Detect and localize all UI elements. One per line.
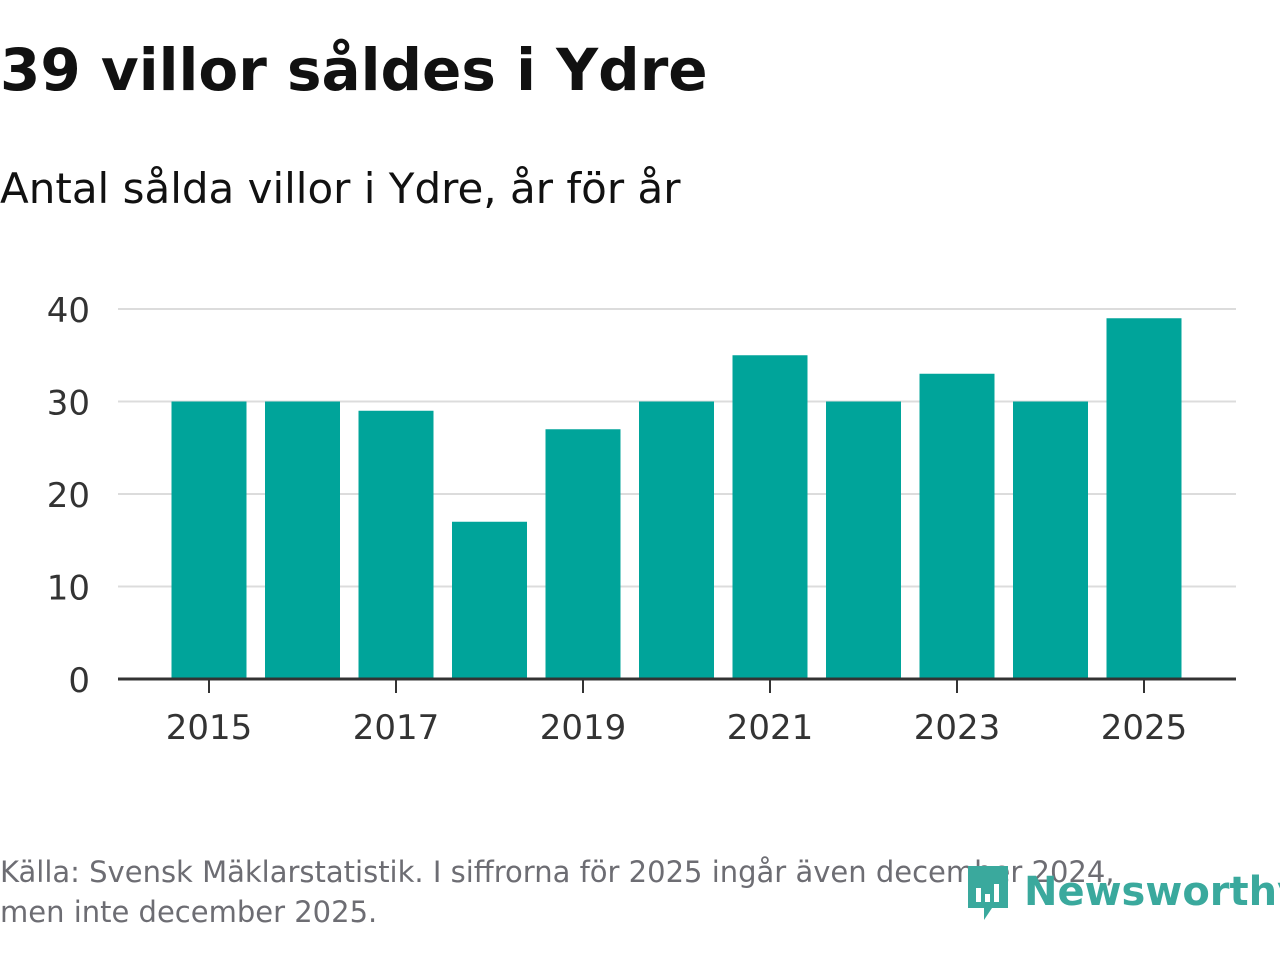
source-note-line-2: men inte december 2025. <box>0 895 378 929</box>
newsworthy-logo-icon <box>968 866 1008 920</box>
chart-subtitle: Antal sålda villor i Ydre, år för år <box>0 164 681 213</box>
bar-2020 <box>639 401 714 679</box>
bar-2016 <box>265 401 340 679</box>
x-tick-label: 2025 <box>1101 708 1188 748</box>
source-note: Källa: Svensk Mäklarstatistik. I siffror… <box>0 852 1115 932</box>
y-tick-label: 0 <box>68 661 90 701</box>
bar-2022 <box>826 401 901 679</box>
bar-2019 <box>545 429 621 679</box>
x-tick-label: 2021 <box>727 708 814 748</box>
source-note-line-1: Källa: Svensk Mäklarstatistik. I siffror… <box>0 855 1115 889</box>
bar-2025 <box>1106 318 1182 679</box>
bar-2021 <box>732 355 808 679</box>
y-tick-label: 30 <box>47 384 90 424</box>
bar-2015 <box>171 401 247 679</box>
y-tick-label: 40 <box>47 291 90 331</box>
bar-2017 <box>358 410 434 679</box>
newsworthy-logo-text: Newsworthy <box>1024 869 1280 915</box>
x-tick-label: 2015 <box>166 708 253 748</box>
newsworthy-logo: Newsworthy <box>962 860 1280 924</box>
bar-2024 <box>1013 401 1088 679</box>
chart-title: 39 villor såldes i Ydre <box>0 36 708 104</box>
bar-2023 <box>919 373 995 679</box>
x-tick-label: 2017 <box>353 708 440 748</box>
y-tick-label: 20 <box>47 476 90 516</box>
y-tick-label: 10 <box>47 569 90 609</box>
x-tick-label: 2023 <box>914 708 1001 748</box>
x-tick-label: 2019 <box>540 708 627 748</box>
bar-2018 <box>452 521 527 679</box>
